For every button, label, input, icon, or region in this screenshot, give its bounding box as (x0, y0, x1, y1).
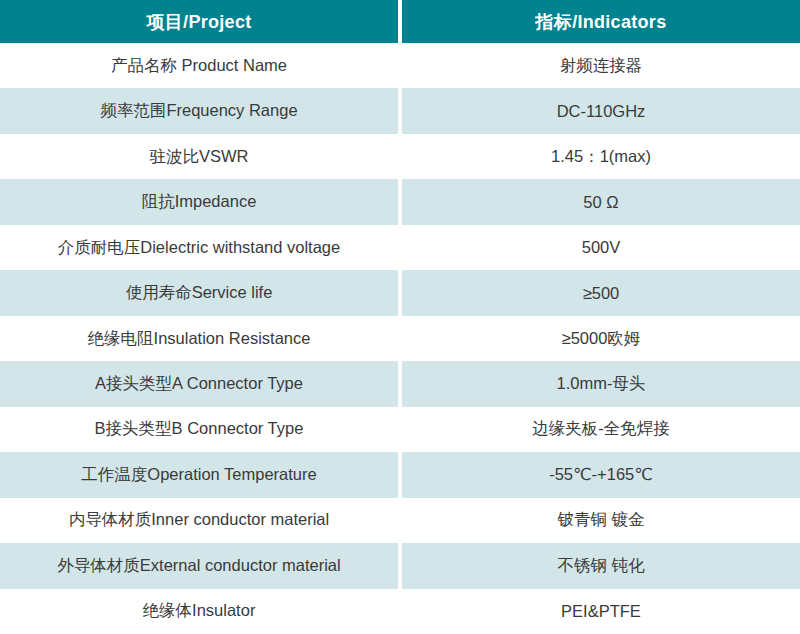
table-body: 产品名称 Product Name射频连接器频率范围Frequency Rang… (0, 43, 800, 634)
table-cell-indicator: 射频连接器 (402, 43, 800, 88)
table-cell-project: 阻抗Impedance (0, 179, 398, 224)
table-cell-indicator: 1.0mm-母头 (402, 361, 800, 406)
table-cell-project: 使用寿命Service life (0, 270, 398, 315)
table-cell-indicator: 1.45：1(max) (402, 134, 800, 179)
table-cell-indicator: 50 Ω (402, 179, 800, 224)
table-row: 外导体材质External conductor material不锈钢 钝化 (0, 543, 800, 588)
table-row: 频率范围Frequency RangeDC-110GHz (0, 88, 800, 133)
table-row: 工作温度Operation Temperature-55℃-+165℃ (0, 452, 800, 497)
table-row: 阻抗Impedance50 Ω (0, 179, 800, 224)
table-row: B接头类型B Connector Type边缘夹板-全免焊接 (0, 407, 800, 452)
table-row: 产品名称 Product Name射频连接器 (0, 43, 800, 88)
table-cell-indicator: 边缘夹板-全免焊接 (402, 407, 800, 452)
product-spec-table: 项目/Project 指标/Indicators 产品名称 Product Na… (0, 0, 800, 634)
table-row: 使用寿命Service life≥500 (0, 270, 800, 315)
table-cell-project: 产品名称 Product Name (0, 43, 398, 88)
table-cell-project: 外导体材质External conductor material (0, 543, 398, 588)
table-cell-indicator: PEI&PTFE (402, 589, 800, 634)
table-cell-project: 绝缘电阻Insulation Resistance (0, 316, 398, 361)
table-cell-project: A接头类型A Connector Type (0, 361, 398, 406)
table-cell-indicator: ≥5000欧姆 (402, 316, 800, 361)
table-cell-project: 频率范围Frequency Range (0, 88, 398, 133)
table-cell-indicator: DC-110GHz (402, 88, 800, 133)
table-cell-indicator: 铍青铜 镀金 (402, 498, 800, 543)
table-row: 绝缘体InsulatorPEI&PTFE (0, 589, 800, 634)
table-row: 驻波比VSWR1.45：1(max) (0, 134, 800, 179)
table-cell-indicator: ≥500 (402, 270, 800, 315)
header-cell-indicators: 指标/Indicators (402, 0, 800, 43)
table-cell-indicator: 500V (402, 225, 800, 270)
table-cell-indicator: -55℃-+165℃ (402, 452, 800, 497)
table-row: 介质耐电压Dielectric withstand voltage500V (0, 225, 800, 270)
table-cell-project: B接头类型B Connector Type (0, 407, 398, 452)
table-cell-project: 绝缘体Insulator (0, 589, 398, 634)
table-row: 绝缘电阻Insulation Resistance≥5000欧姆 (0, 316, 800, 361)
table-row: 内导体材质Inner conductor material铍青铜 镀金 (0, 498, 800, 543)
table-header-row: 项目/Project 指标/Indicators (0, 0, 800, 43)
table-cell-project: 工作温度Operation Temperature (0, 452, 398, 497)
table-cell-indicator: 不锈钢 钝化 (402, 543, 800, 588)
table-cell-project: 介质耐电压Dielectric withstand voltage (0, 225, 398, 270)
header-cell-project: 项目/Project (0, 0, 398, 43)
table-row: A接头类型A Connector Type1.0mm-母头 (0, 361, 800, 406)
table-cell-project: 驻波比VSWR (0, 134, 398, 179)
table-cell-project: 内导体材质Inner conductor material (0, 498, 398, 543)
